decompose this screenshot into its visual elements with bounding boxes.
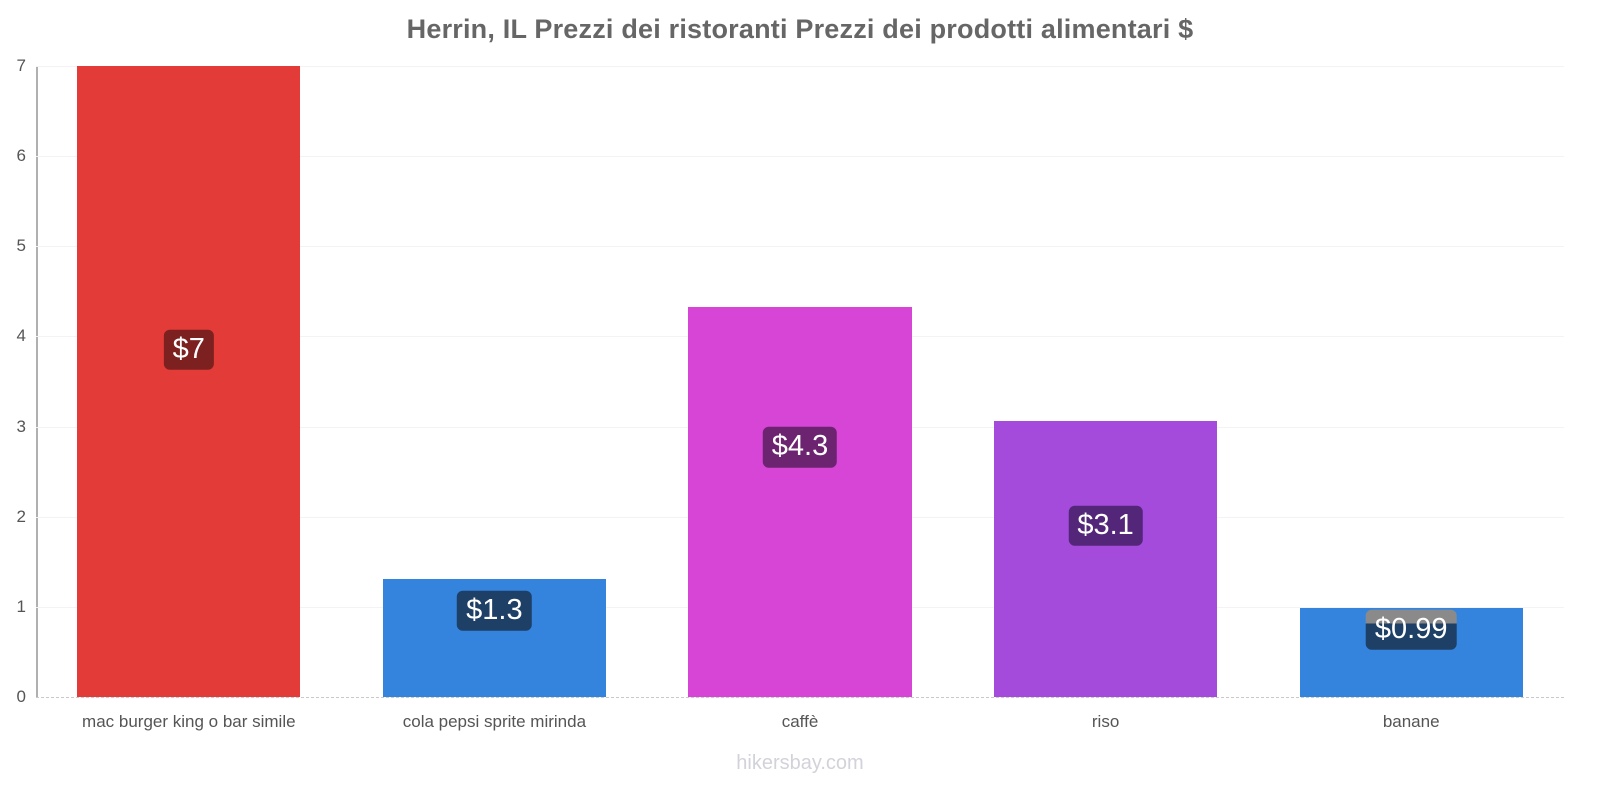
watermark-hikersbay: hikersbay.com (736, 752, 864, 774)
bar-value-label: $3.1 (1068, 505, 1143, 547)
x-axis-tick-label: mac burger king o bar simile (82, 712, 296, 731)
bar[interactable] (77, 66, 301, 697)
plot-area: $7 $1.3 $4.3 $3.1 $0.99 (36, 66, 1564, 698)
chart-title: Herrin, IL Prezzi dei ristoranti Prezzi … (406, 14, 1194, 44)
x-axis-tick-label: banane (1382, 712, 1440, 731)
y-axis-tick-label: 1 (16, 596, 26, 616)
x-axis-tick-label: cola pepsi sprite mirinda (402, 712, 587, 731)
y-axis-tick-label: 7 (16, 56, 26, 75)
y-axis-tick-label: 6 (16, 146, 26, 166)
x-axis-tick-label: caffè (781, 712, 819, 731)
gridline (36, 156, 1564, 158)
gridline (36, 697, 1564, 698)
bar-value-label: $7 (163, 329, 214, 371)
gridline (36, 246, 1564, 248)
gridline (36, 66, 1564, 67)
bar[interactable] (688, 306, 912, 697)
x-axis-tick-label: riso (1091, 712, 1120, 731)
y-axis-line (36, 66, 38, 697)
y-axis-tick-label: 5 (16, 236, 26, 256)
y-axis-tick-label: 0 (16, 687, 26, 706)
y-axis-tick-label: 4 (16, 326, 26, 346)
bar-value-label: $0.99 (1365, 609, 1457, 650)
bar-value-label: $1.3 (457, 590, 532, 631)
y-axis-tick-label: 3 (16, 416, 26, 436)
bar[interactable] (994, 421, 1218, 697)
bar-value-label: $4.3 (762, 426, 838, 468)
y-axis-tick-label: 2 (16, 506, 26, 526)
